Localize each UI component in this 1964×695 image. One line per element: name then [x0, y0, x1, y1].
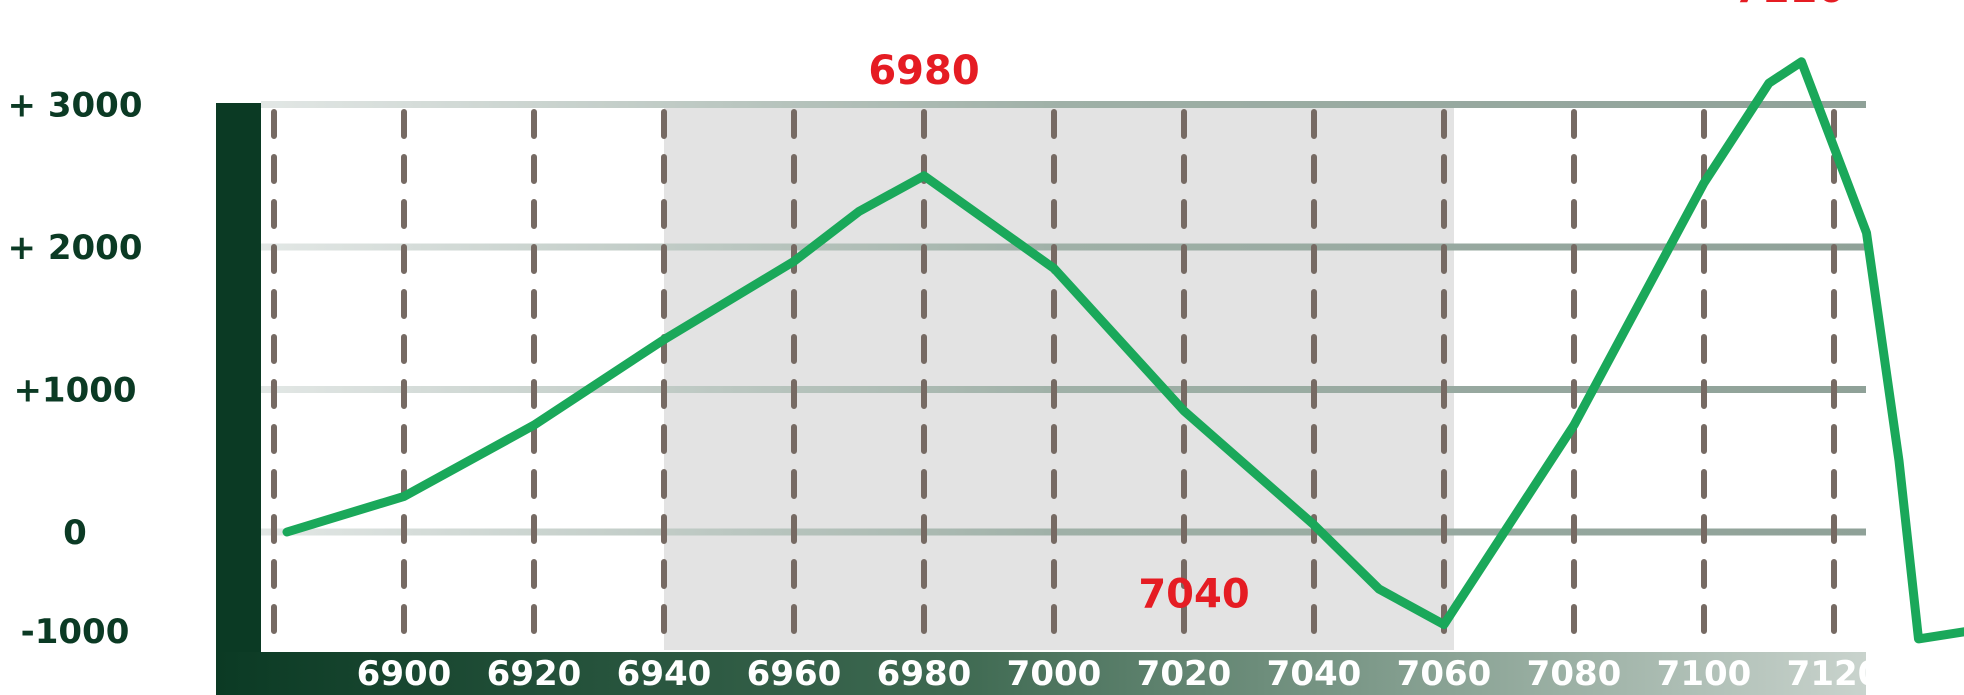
x-tick-label: 6980 [877, 654, 972, 694]
x-tick-label: 6920 [487, 654, 582, 694]
x-tick-label: 6940 [617, 654, 712, 694]
h-gridline [261, 101, 1866, 108]
x-tick-label: 7120 [1787, 654, 1882, 694]
x-tick-label: 7100 [1657, 654, 1752, 694]
x-tick-label: 7060 [1397, 654, 1492, 694]
y-tick-label: + 3000 [8, 86, 143, 126]
y-axis-bar [216, 103, 261, 695]
x-tick-label: 7020 [1137, 654, 1232, 694]
x-tick-label: 7000 [1007, 654, 1102, 694]
highlight-band [664, 106, 1454, 650]
annotation-label: 7040 [1138, 572, 1249, 618]
horizontal-gridlines [261, 101, 1866, 536]
h-gridline [261, 386, 1866, 393]
y-tick-label: -1000 [21, 612, 130, 652]
x-tick-label: 7080 [1527, 654, 1622, 694]
series-line [282, 57, 1964, 644]
annotation-label: 6980 [868, 48, 979, 94]
x-axis-bar [216, 652, 1866, 695]
annotations: 6980 7040 7110 [868, 0, 1845, 618]
h-gridline [261, 528, 1866, 536]
x-tick-label: 6900 [357, 654, 452, 694]
vertical-gridlines [271, 109, 1837, 648]
y-tick-label: +1000 [13, 371, 136, 411]
x-tick-label: 6960 [747, 654, 842, 694]
h-gridline [261, 243, 1866, 251]
y-tick-label: 0 [63, 513, 87, 553]
annotation-label: 7110 [1734, 0, 1845, 12]
x-tick-labels: 6900 6920 6940 6960 6980 7000 7020 7040 7060 7080… [357, 654, 1882, 694]
x-tick-label: 7040 [1267, 654, 1362, 694]
y-tick-label: + 2000 [8, 228, 143, 268]
y-tick-labels: + 3000 + 2000 +1000 0 -1000 [8, 86, 143, 653]
